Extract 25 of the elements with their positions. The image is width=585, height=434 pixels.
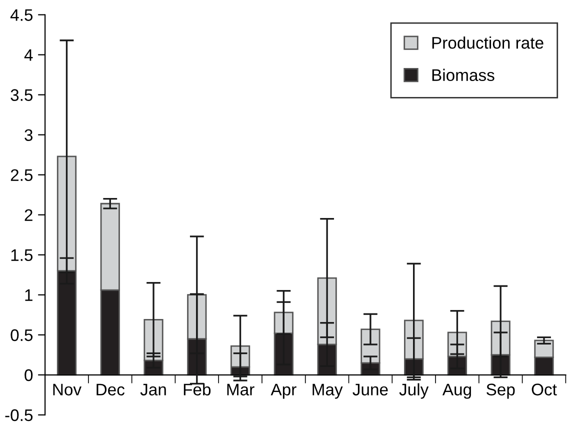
y-tick-label: 4.5 [10, 9, 33, 21]
x-tick-label: Mar [227, 384, 254, 396]
legend-label: Production rate [432, 36, 544, 49]
y-tick-label: 0.5 [10, 329, 33, 342]
y-tick-label: 3.5 [10, 89, 33, 101]
x-tick-label: Aug [442, 384, 471, 399]
x-tick-label: Jan [140, 384, 166, 396]
y-tick-label: 1 [25, 289, 32, 301]
y-tick-label: 2 [24, 209, 32, 221]
x-tick-label: Feb [184, 383, 211, 396]
legend-label: Biomass [432, 68, 494, 82]
x-tick-label: Sep [486, 384, 515, 399]
y-tick-label: 0 [24, 369, 33, 382]
y-tick-label: 3 [24, 129, 33, 142]
y-tick-label: 1.5 [11, 249, 33, 262]
x-tick-label: Dec [96, 384, 125, 396]
y-tick-label: 2.5 [10, 169, 33, 182]
x-tick-label: July [399, 383, 429, 399]
x-tick-label: June [352, 384, 388, 396]
x-tick-label: Apr [270, 384, 296, 399]
x-tick-label: May [312, 384, 343, 399]
x-tick-label: Nov [53, 384, 82, 396]
x-tick-label: Oct [532, 384, 557, 396]
y-tick-label: 4 [24, 49, 33, 61]
y-tick-label: -0.5 [5, 409, 33, 422]
